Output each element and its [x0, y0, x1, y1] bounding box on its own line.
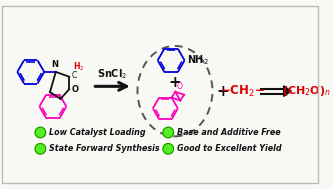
Text: O: O [177, 82, 183, 91]
Text: Base and Additive Free: Base and Additive Free [177, 128, 280, 137]
Circle shape [35, 143, 46, 154]
Circle shape [35, 127, 46, 138]
Circle shape [163, 127, 173, 138]
Text: +: + [217, 84, 229, 99]
Text: C: C [72, 71, 77, 80]
Text: State Forward Synthesis: State Forward Synthesis [49, 144, 160, 153]
Text: H$_2$: H$_2$ [73, 60, 85, 73]
Text: SnCl$_2$: SnCl$_2$ [98, 67, 128, 81]
Text: (CH$_2$O)$_n$: (CH$_2$O)$_n$ [282, 84, 331, 98]
Text: +: + [168, 75, 181, 90]
Circle shape [163, 143, 173, 154]
Text: NH$_2$: NH$_2$ [186, 53, 208, 67]
Polygon shape [284, 86, 291, 96]
Text: Low Catalyst Loading: Low Catalyst Loading [49, 128, 146, 137]
Text: Good to Excellent Yield: Good to Excellent Yield [177, 144, 281, 153]
Text: N: N [51, 60, 58, 69]
Text: O: O [71, 85, 78, 94]
Text: −CH$_2$−: −CH$_2$− [220, 84, 265, 99]
